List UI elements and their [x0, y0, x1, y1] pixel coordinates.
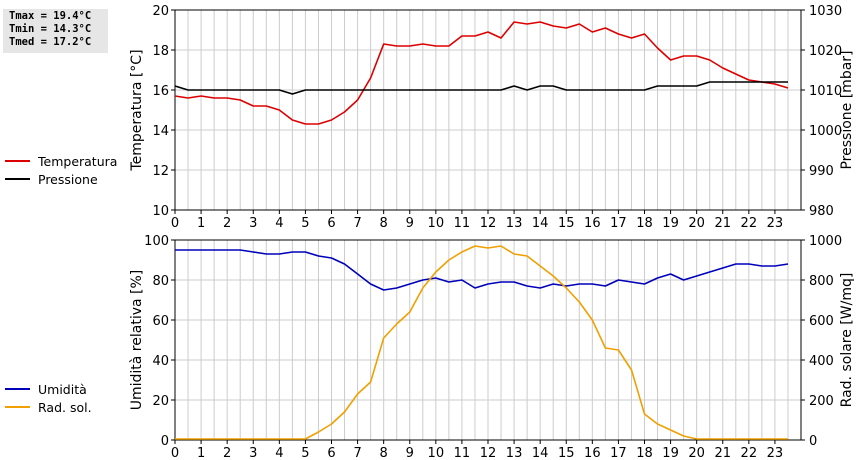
y2-tick-label: 600: [809, 314, 834, 329]
y-tick-label: 20: [152, 394, 169, 409]
x-tick-label: 17: [610, 216, 627, 231]
series-line-pressione: [174, 81, 788, 95]
x-tick-label: 1: [197, 216, 205, 231]
y2-axis-label: Rad. solare [W/mq]: [839, 273, 855, 408]
x-tick-label: 9: [406, 446, 414, 460]
x-tick-label: 0: [171, 446, 179, 460]
tmin-label: Tmin = 14.3°C: [9, 23, 92, 35]
y-tick-label: 100: [144, 234, 169, 249]
stats-box: Tmax = 19.4°C Tmin = 14.3°C Tmed = 17.2°…: [3, 9, 108, 53]
x-tick-label: 23: [767, 216, 784, 231]
x-tick-label: 11: [454, 446, 471, 460]
y-tick-label: 16: [152, 84, 169, 99]
y2-tick-label: 1030: [809, 4, 842, 19]
x-tick-label: 10: [428, 446, 445, 460]
x-tick-label: 8: [380, 446, 388, 460]
x-tick-label: 22: [741, 216, 758, 231]
legend-label-pressione: Pressione: [38, 172, 98, 187]
y2-tick-label: 990: [809, 164, 834, 179]
x-tick-label: 4: [275, 446, 283, 460]
x-tick-label: 17: [610, 446, 627, 460]
x-tick-label: 1: [197, 446, 205, 460]
x-tick-label: 13: [506, 446, 523, 460]
x-tick-label: 5: [301, 446, 309, 460]
y-tick-label: 10: [152, 204, 169, 219]
y-tick-label: 60: [152, 314, 169, 329]
y-tick-label: 0: [161, 434, 169, 449]
chart-panel-2: 0 1 2 3 4 5 6 7 8 9 10 11 12 13 14 15 16 17 18 19 20 21 22 2302…: [129, 234, 855, 460]
x-tick-label: 22: [741, 446, 758, 460]
legend-label-umidita: Umidità: [38, 382, 87, 397]
y2-tick-label: 800: [809, 274, 834, 289]
legend: Temperatura Pressione Umidità Rad. sol.: [5, 154, 117, 415]
y2-tick-label: 1020: [809, 44, 842, 59]
x-tick-label: 3: [249, 216, 257, 231]
y2-tick-label: 200: [809, 394, 834, 409]
y2-tick-label: 1000: [809, 234, 842, 249]
x-tick-label: 19: [662, 446, 679, 460]
chart-panel-1: 0 1 2 3 4 5 6 7 8 9 10 11 12 13 14 15 16 17 18 19 20 21 22 2310…: [129, 4, 855, 231]
x-tick-label: 20: [688, 446, 705, 460]
x-tick-label: 21: [714, 446, 731, 460]
x-tick-label: 20: [688, 216, 705, 231]
x-tick-label: 13: [506, 216, 523, 231]
y2-tick-label: 400: [809, 354, 834, 369]
y-tick-label: 18: [152, 44, 169, 59]
x-tick-label: 6: [327, 446, 335, 460]
tmed-label: Tmed = 17.2°C: [9, 36, 92, 48]
y-tick-label: 40: [152, 354, 169, 369]
x-tick-label: 3: [249, 446, 257, 460]
x-tick-label: 7: [353, 216, 361, 231]
series-line-umidit: [175, 249, 789, 291]
y-tick-label: 12: [152, 164, 169, 179]
x-tick-label: 10: [428, 216, 445, 231]
series-line-rad-sol: [175, 245, 788, 440]
series-line-temperatura: [174, 21, 789, 125]
x-tick-label: 0: [171, 216, 179, 231]
y2-tick-label: 1010: [809, 84, 842, 99]
x-tick-label: 11: [454, 216, 471, 231]
x-tick-label: 15: [558, 216, 575, 231]
x-tick-label: 5: [301, 216, 309, 231]
legend-label-radsol: Rad. sol.: [38, 400, 92, 415]
x-tick-label: 6: [327, 216, 335, 231]
x-tick-label: 18: [636, 216, 653, 231]
x-tick-label: 16: [584, 446, 601, 460]
x-tick-label: 15: [558, 446, 575, 460]
x-tick-label: 14: [532, 216, 549, 231]
x-tick-label: 18: [636, 446, 653, 460]
tmax-label: Tmax = 19.4°C: [9, 10, 92, 22]
y2-tick-label: 1000: [809, 124, 842, 139]
legend-label-temperatura: Temperatura: [37, 154, 117, 169]
x-tick-label: 23: [767, 446, 784, 460]
x-tick-label: 14: [532, 446, 549, 460]
x-tick-label: 8: [380, 216, 388, 231]
x-tick-label: 4: [275, 216, 283, 231]
x-tick-label: 12: [480, 216, 497, 231]
x-tick-label: 21: [714, 216, 731, 231]
y-tick-label: 80: [152, 274, 169, 289]
x-tick-label: 2: [223, 216, 231, 231]
x-tick-label: 7: [353, 446, 361, 460]
y-tick-label: 14: [152, 124, 169, 139]
y2-tick-label: 0: [809, 434, 817, 449]
x-tick-label: 9: [406, 216, 414, 231]
y-axis-label: Umidità relativa [%]: [129, 270, 145, 411]
y2-tick-label: 980: [809, 204, 834, 219]
x-tick-label: 2: [223, 446, 231, 460]
y-axis-label: Temperatura [°C]: [129, 49, 145, 171]
x-tick-label: 16: [584, 216, 601, 231]
x-tick-label: 19: [662, 216, 679, 231]
y2-axis-label: Pressione [mbar]: [839, 50, 855, 169]
x-tick-label: 12: [480, 446, 497, 460]
y-tick-label: 20: [152, 4, 169, 19]
